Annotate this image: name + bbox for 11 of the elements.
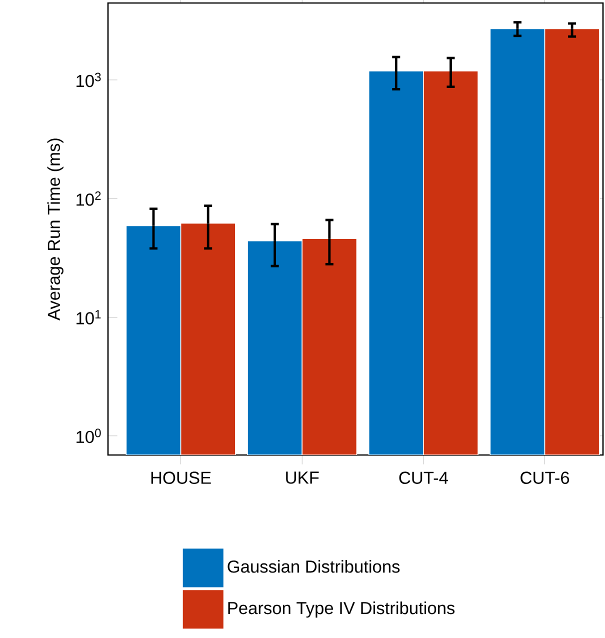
- y-axis-title: Average Run Time (ms): [47, 138, 64, 320]
- legend-label: Pearson Type IV Distributions: [228, 601, 455, 618]
- x-tick-label: CUT-6: [520, 472, 570, 484]
- x-tick-label: UKF: [286, 472, 319, 484]
- legend-label: Gaussian Distributions: [228, 560, 400, 573]
- x-tick-label: HOUSE: [151, 472, 211, 484]
- y-tick-label: 10$^{3}$: [76, 72, 101, 88]
- y-tick-label: 10$^{1}$: [76, 310, 101, 324]
- y-tick-label: 10$^{0}$: [76, 428, 101, 444]
- y-tick-label: 10$^{2}$: [76, 191, 101, 206]
- x-tick-label: CUT-4: [399, 472, 448, 484]
